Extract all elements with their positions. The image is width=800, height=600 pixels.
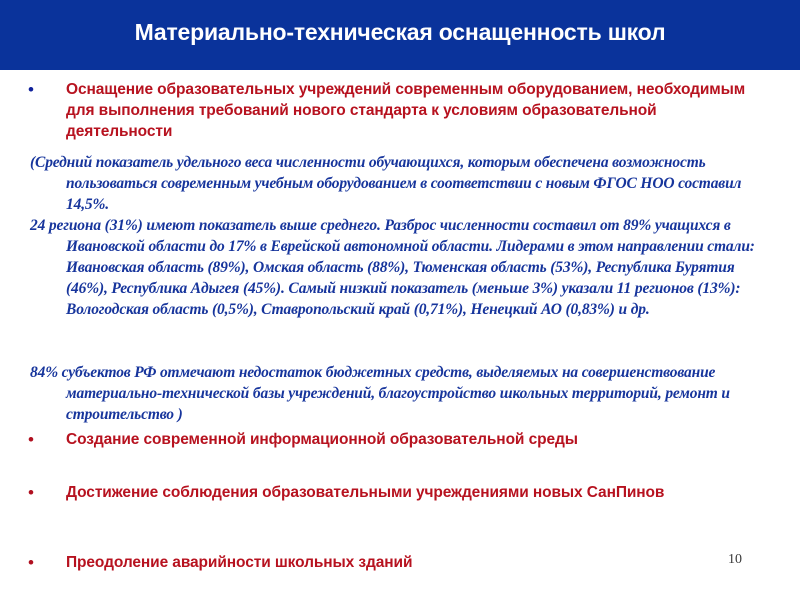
slide-body: • Оснащение образовательных учреждений с…	[0, 70, 800, 600]
bullet-marker-icon: •	[28, 430, 34, 449]
bullet-item-information-environment: • Создание современной информационной об…	[28, 429, 758, 450]
paragraph-regions-above-average: 24 региона (31%) имеют показатель выше с…	[30, 215, 775, 320]
paragraph-average-indicator-text: (Средний показатель удельного веса числе…	[30, 154, 742, 213]
paragraph-regions-above-average-text: 24 региона (31%) имеют показатель выше с…	[30, 217, 755, 318]
bullet-label-sanpin: Достижение соблюдения образовательными у…	[66, 484, 665, 501]
bullet-label-information-environment: Создание современной информационной обра…	[66, 431, 578, 448]
paragraph-average-indicator: (Средний показатель удельного веса числе…	[30, 152, 742, 215]
page-title: Материально-техническая оснащенность шко…	[134, 19, 666, 46]
paragraph-budget-shortage: 84% субъектов РФ отмечают недостаток бюд…	[30, 362, 760, 425]
bullet-marker-icon: •	[28, 553, 34, 572]
bullet-item-sanpin: • Достижение соблюдения образовательными…	[28, 482, 758, 503]
bullet-item-building-safety: • Преодоление аварийности школьных здани…	[28, 552, 758, 573]
bullet-marker-icon: •	[28, 80, 34, 99]
paragraph-budget-shortage-text: 84% субъектов РФ отмечают недостаток бюд…	[30, 364, 730, 423]
bullet-item-equipment: • Оснащение образовательных учреждений с…	[28, 79, 758, 142]
bullet-marker-icon: •	[28, 483, 34, 502]
page-number: 10	[728, 552, 742, 567]
title-banner: Материально-техническая оснащенность шко…	[0, 0, 800, 70]
bullet-label-equipment: Оснащение образовательных учреждений сов…	[66, 81, 746, 140]
bullet-label-building-safety: Преодоление аварийности школьных зданий	[66, 554, 413, 571]
